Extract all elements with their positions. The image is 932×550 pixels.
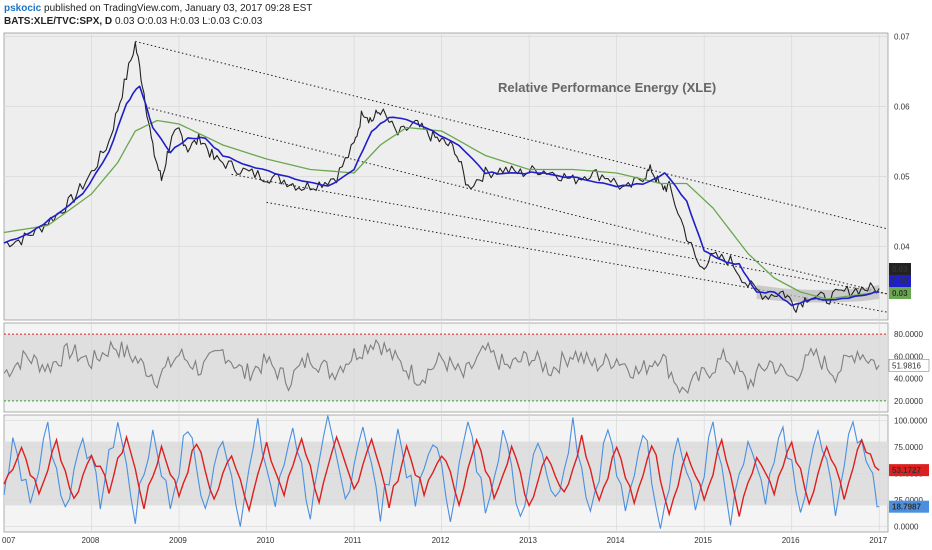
x-tick-label: 2010: [257, 536, 275, 545]
rsi-last-value-label: 51.9816: [892, 361, 921, 370]
stochastic-y-tick-label: 75.0000: [894, 443, 923, 452]
ohlc-values: 0.03 O:0.03 H:0.03 L:0.03 C:0.03: [114, 16, 263, 27]
x-tick-label: 2014: [607, 536, 625, 545]
stochastic-y-tick-label: 0.0000: [894, 523, 919, 532]
symbol-line: BATS:XLE/TVC:SPX, D 0.03 O:0.03 H:0.03 L…: [4, 15, 312, 28]
stochastic-y-tick-label: 25.0000: [894, 496, 923, 505]
x-tick-label: 2011: [344, 536, 362, 545]
x-tick-label: 2013: [519, 536, 537, 545]
rsi-y-tick-label: 40.0000: [894, 375, 923, 384]
trendline: [266, 201, 889, 313]
last-value-label: 0.03: [892, 265, 908, 274]
chart-title: Relative Performance Energy (XLE): [498, 80, 716, 95]
y-tick-label: 0.04: [894, 243, 910, 252]
stochastic-last-value-label-bg: [889, 464, 929, 477]
chart-header: pskocic published on TradingView.com, Ja…: [4, 2, 312, 28]
rsi-y-tick-label: 20.0000: [894, 397, 923, 406]
price-series-line: [3, 41, 880, 313]
x-tick-label: 2016: [782, 536, 800, 545]
x-tick-label: 2012: [432, 536, 450, 545]
stochastic-y-tick-label: 100.0000: [894, 416, 928, 425]
author-link[interactable]: pskocic: [4, 3, 42, 14]
y-tick-label: 0.07: [894, 33, 910, 42]
stochastic-last-value-label: 53.1727: [892, 466, 921, 475]
stochastic-d-line: [3, 434, 880, 517]
rsi-value-tag-bg: [888, 358, 930, 372]
y-tick-label: 0.06: [894, 103, 910, 112]
stochastic-last-value-label-bg: [889, 500, 929, 513]
publish-line: pskocic published on TradingView.com, Ja…: [4, 2, 312, 15]
trendline: [231, 173, 889, 295]
rsi-y-tick-label: 60.0000: [894, 352, 923, 361]
symbol-label[interactable]: BATS:XLE/TVC:SPX, D: [4, 16, 113, 27]
last-value-label: 0.03: [892, 277, 908, 286]
trendline: [135, 40, 889, 230]
trendline: [148, 107, 889, 295]
x-tick-label: 2015: [694, 536, 712, 545]
fast-ma-line: [3, 85, 880, 307]
rsi-line: [3, 338, 880, 395]
last-value-label-bg: [889, 263, 911, 275]
last-value-label-bg: [889, 275, 911, 287]
x-tick-label: 2008: [82, 536, 100, 545]
last-value-label: 0.03: [892, 289, 908, 298]
y-tick-label: 0.05: [894, 173, 910, 182]
stochastic-k-line: [3, 415, 880, 529]
stochastic-last-value-label: 18.7987: [892, 503, 921, 512]
x-tick-label: 2017: [869, 536, 887, 545]
x-tick-label: 007: [2, 536, 16, 545]
publish-info: published on TradingView.com, January 03…: [44, 3, 313, 14]
x-tick-label: 2009: [169, 536, 187, 545]
rsi-y-tick-label: 80.0000: [894, 330, 923, 339]
slow-ma-line: [3, 119, 880, 300]
last-value-label-bg: [889, 287, 911, 299]
